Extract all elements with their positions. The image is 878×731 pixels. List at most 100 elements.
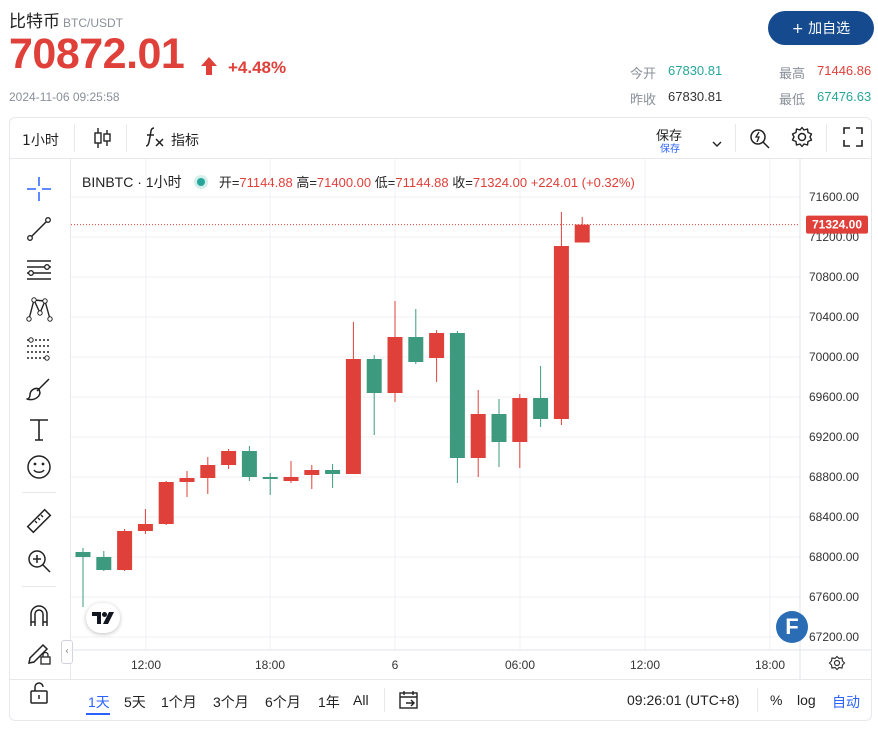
emoji-icon[interactable] (22, 452, 56, 482)
symbol-label: BINBTC · 1小时 (82, 174, 182, 190)
candle-body (366, 359, 382, 393)
tools-group-divider (22, 492, 56, 493)
save-button[interactable]: 保存 (656, 129, 683, 144)
market-status-dot (197, 178, 206, 186)
candle-body (533, 398, 549, 419)
candle-body (75, 552, 91, 557)
prev-close-value: 67830.81 (668, 89, 723, 104)
candle-body (553, 246, 569, 419)
candle-body (283, 477, 299, 481)
save-sublabel: 保存 (660, 144, 680, 155)
last-price-tag-label: 71324.00 (812, 218, 862, 232)
y-tick-label: 69200.00 (809, 430, 859, 444)
last-price-tag (806, 215, 868, 234)
low-label: 最低 (779, 92, 806, 107)
toolbar-divider (735, 124, 736, 152)
candle-body (345, 359, 361, 474)
y-tick-label: 67600.00 (809, 590, 859, 604)
magnet-icon[interactable] (22, 600, 56, 630)
low-legend-label: 低= (374, 175, 396, 190)
pattern-icon[interactable] (22, 294, 56, 324)
range-3m[interactable]: 3个月 (213, 694, 249, 710)
candle-body (429, 333, 445, 358)
timestamp: 2024-11-06 09:25:58 (9, 90, 120, 104)
prev-close-label: 昨收 (630, 92, 657, 107)
open-legend: 71144.88 (239, 175, 293, 190)
candle-body (158, 482, 174, 524)
fx-icon[interactable] (144, 126, 166, 152)
chevron-down-icon[interactable] (712, 133, 722, 152)
x-tick-label: 12:00 (131, 658, 161, 672)
candlestick-type-icon[interactable] (92, 127, 112, 153)
tools-divider (70, 159, 71, 679)
candle-body (574, 224, 590, 243)
high-legend: 71400.00 (316, 175, 372, 190)
log-toggle[interactable]: log (797, 692, 816, 708)
range-5d[interactable]: 5天 (124, 694, 146, 710)
coin-name: 比特币 (9, 12, 60, 32)
range-1d[interactable]: 1天 (88, 694, 110, 710)
y-tick-label: 70000.00 (809, 350, 859, 364)
percent-toggle[interactable]: % (770, 692, 783, 708)
y-tick-label: 67200.00 (809, 630, 859, 644)
fullscreen-icon[interactable] (843, 127, 863, 151)
x-tick-label: 6 (392, 658, 399, 672)
pencil-lock-icon[interactable] (22, 638, 56, 668)
range-1y[interactable]: 1年 (318, 694, 340, 710)
brush-icon[interactable] (22, 374, 56, 404)
indicators-button[interactable]: 指标 (171, 133, 199, 149)
high-label: 最高 (779, 66, 806, 81)
collapse-tools-handle[interactable]: ‹ (61, 640, 73, 664)
horizontal-lines-icon[interactable] (22, 254, 56, 284)
candle-body (387, 337, 403, 393)
y-tick-label: 68400.00 (809, 510, 859, 524)
candle-body (491, 414, 507, 442)
lock-icon[interactable] (22, 678, 56, 708)
auto-toggle[interactable]: 自动 (832, 694, 860, 710)
clock-time: 09:26:01 (UTC+8) (627, 692, 740, 708)
high-legend-label: 高= (296, 175, 317, 190)
open-label: 今开 (630, 66, 657, 81)
crosshair-icon[interactable] (22, 174, 56, 204)
toolbar-divider (126, 124, 127, 152)
range-6m[interactable]: 6个月 (265, 694, 301, 710)
f-logo-badge: F (776, 611, 808, 643)
y-tick-label: 71600.00 (809, 190, 859, 204)
x-tick-label: 18:00 (755, 658, 785, 672)
calendar-goto-icon[interactable] (398, 689, 420, 715)
tradingview-logo (86, 603, 120, 633)
low-value: 67476.63 (817, 89, 872, 104)
x-tick-label: 18:00 (255, 658, 285, 672)
candle-body (325, 470, 341, 474)
candle-body (241, 451, 257, 477)
zoom-in-icon[interactable] (22, 546, 56, 576)
candle-body (96, 557, 112, 570)
x-tick-label: 06:00 (505, 658, 535, 672)
toolbar-divider (826, 124, 827, 152)
tools-group-divider (22, 586, 56, 587)
ruler-icon[interactable] (22, 506, 56, 536)
interval-selector[interactable]: 1小时 (22, 133, 59, 149)
coin-pair: BTC/USDT (63, 16, 123, 30)
quick-search-icon[interactable] (749, 126, 771, 154)
y-tick-label: 68000.00 (809, 550, 859, 564)
add-watchlist-button[interactable]: + 加自选 (768, 11, 874, 45)
candle-body (137, 524, 153, 531)
open-value: 67830.81 (668, 63, 723, 78)
add-watchlist-label: + 加自选 (791, 21, 851, 37)
trend-line-icon[interactable] (22, 214, 56, 244)
settings-gear-icon[interactable] (791, 126, 813, 152)
range-all[interactable]: All (353, 692, 369, 708)
fibonacci-icon[interactable] (22, 334, 56, 364)
axis-settings-icon[interactable] (828, 655, 846, 677)
y-tick-label: 70400.00 (809, 310, 859, 324)
candle-body (512, 398, 528, 442)
range-1m[interactable]: 1个月 (161, 694, 197, 710)
candle-body (200, 465, 216, 478)
x-tick-label: 12:00 (630, 658, 660, 672)
text-icon[interactable] (22, 414, 56, 444)
y-tick-label: 69600.00 (809, 390, 859, 404)
change-percent: +4.48% (228, 58, 287, 77)
candle-body (179, 478, 195, 482)
